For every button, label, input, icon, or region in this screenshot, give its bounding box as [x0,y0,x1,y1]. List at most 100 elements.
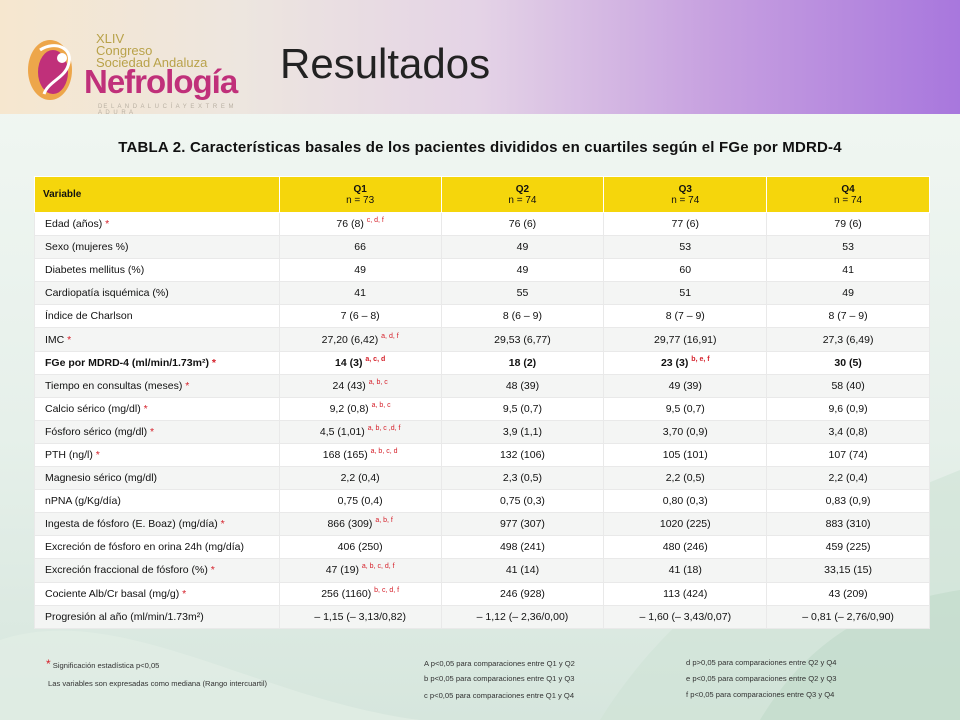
variable-name: Sexo (mujeres %) [45,241,129,254]
logo-brand: Nefrología [84,63,238,100]
variable-name: Diabetes mellitus (%) [45,264,145,277]
cell-value: 55 [516,287,529,300]
significance-star: * [179,587,187,600]
value-cell-q1: 24 (43) a, b, c [278,373,442,398]
cell-value: 132 (106) [499,448,545,461]
cell-value: 459 (225) [825,541,871,554]
cell-value: 76 (6) [508,218,537,231]
column-header-count: n = 74 [671,194,700,206]
variable-cell: Cociente Alb/Cr basal (mg/g) * [34,581,280,606]
table-row: Cardiopatía isquémica (%) 41 55 51 49 [34,281,930,306]
cell-value: 76 (8) [336,218,364,231]
cell-value: 41 [842,264,854,277]
cell-value: 256 (1160) [321,587,372,600]
value-cell-q2: 49 [440,235,605,260]
variable-name: Índice de Charlson [45,310,133,323]
cell-value: 9,2 (0,8) [329,402,369,415]
value-cell-q1: 256 (1160) b, c, d, f [278,581,442,606]
cell-value: – 1,60 (– 3,43/0,07) [639,610,732,623]
comparison-superscript: b, e, f [691,355,710,363]
variable-name: Ingesta de fósforo (E. Boaz) (mg/día) [45,518,218,531]
cell-value: 2,2 (0,4) [828,472,868,485]
value-cell-q2: 76 (6) [440,211,605,237]
column-header-q1: Q1 n = 73 [278,176,442,213]
significance-star: * [217,518,225,531]
value-cell-q3: 2,2 (0,5) [603,466,768,491]
table-row: FGe por MDRD-4 (ml/min/1.73m²) * 14 (3) a… [34,350,930,375]
cell-value: 41 (18) [668,564,702,577]
variable-cell: Ingesta de fósforo (E. Boaz) (mg/día) * [34,512,280,537]
page-title: Resultados [280,40,491,87]
table-row: Ingesta de fósforo (E. Boaz) (mg/día) * 8… [34,512,930,537]
value-cell-q1: 76 (8) c, d, f [278,211,442,237]
value-cell-q3: 8 (7 – 9) [603,304,768,329]
value-cell-q1: 0,75 (0,4) [278,489,442,514]
value-cell-q1: 27,20 (6,42) a, d, f [278,327,442,352]
value-cell-q3: 113 (424) [603,581,768,606]
value-cell-q1: 41 [278,281,442,306]
cell-value: 77 (6) [671,218,699,231]
table-row: nPNA (g/Kg/día) 0,75 (0,4) 0,75 (0,3) 0,80 … [34,489,930,514]
column-header-label: Variable [43,189,82,200]
value-cell-q2: 41 (14) [440,558,605,583]
value-cell-q2: 49 [440,258,605,283]
value-cell-q4: 883 (310) [766,512,930,537]
cell-value: 480 (246) [662,541,708,554]
cell-value: 105 (101) [662,448,708,461]
table-row: Magnesio sérico (mg/dl) 2,2 (0,4) 2,3 (0,5… [34,466,930,491]
cell-value: 0,83 (0,9) [825,495,871,508]
variable-cell: Calcio sérico (mg/dl) * [34,396,280,421]
footnote-star: * [46,657,51,671]
column-header-label: Q3 [678,183,692,195]
value-cell-q3: 105 (101) [603,442,768,468]
table-row: Edad (años) * 76 (8) c, d, f 76 (6) 77 (6) 7… [34,211,930,237]
cell-value: 977 (307) [499,518,545,531]
value-cell-q3: 77 (6) [603,211,768,237]
cell-value: 2,3 (0,5) [502,472,542,485]
value-cell-q4: 58 (40) [766,373,930,398]
column-header-count: n = 74 [834,194,863,206]
variable-name: Excreción fraccional de fósforo (%) [45,564,208,577]
cell-value: 33,15 (15) [824,564,873,577]
value-cell-q1: 49 [278,258,442,283]
comparison-superscript: a, b, c, d, f [361,563,395,571]
cell-value: 30 (5) [834,356,862,369]
variable-name: PTH (ng/l) [45,448,93,461]
cell-value: – 1,12 (– 2,36/0,00) [476,610,569,623]
cell-value: 0,75 (0,4) [337,495,383,508]
value-cell-q3: 51 [603,281,768,306]
cell-value: 2,2 (0,5) [665,472,705,485]
value-cell-q2: 246 (928) [440,581,605,606]
value-cell-q3: 480 (246) [603,535,768,560]
cell-value: 49 (39) [668,379,702,392]
cell-value: 14 (3) [335,356,363,369]
cell-value: 29,53 (6,77) [494,333,551,346]
variable-cell: Excreción fraccional de fósforo (%) * [34,558,280,583]
variable-cell: FGe por MDRD-4 (ml/min/1.73m²) * [34,350,280,375]
cell-value: 8 (6 – 9) [502,310,542,323]
value-cell-q2: 55 [440,281,605,306]
cell-value: 9,5 (0,7) [502,402,542,415]
comparison-superscript: a, d, f [381,332,399,340]
variable-name: FGe por MDRD-4 (ml/min/1.73m²) [45,356,209,369]
value-cell-q4: 3,4 (0,8) [766,419,930,444]
cell-value: – 1,15 (– 3,13/0,82) [314,610,406,623]
cell-value: 883 (310) [825,518,871,531]
variable-cell: Diabetes mellitus (%) [34,258,280,283]
column-header-label: Q2 [515,183,530,195]
value-cell-q3: 41 (18) [603,558,768,583]
value-cell-q2: 8 (6 – 9) [440,304,605,329]
variable-name: Magnesio sérico (mg/dl) [45,472,158,485]
cell-value: 53 [679,241,692,254]
value-cell-q2: 2,3 (0,5) [440,466,605,491]
value-cell-q3: 53 [603,235,768,260]
table-row: Excreción fraccional de fósforo (%) * 47 … [34,558,930,583]
cell-value: 29,77 (16,91) [654,333,717,346]
comparison-superscript: c, d, f [366,217,384,225]
value-cell-q1: 406 (250) [278,535,442,560]
value-cell-q3: 29,77 (16,91) [603,327,768,352]
cell-value: 406 (250) [337,541,383,554]
value-cell-q4: – 0,81 (– 2,76/0,90) [766,604,930,629]
cell-value: 498 (241) [499,541,545,554]
value-cell-q1: 7 (6 – 8) [278,304,442,329]
